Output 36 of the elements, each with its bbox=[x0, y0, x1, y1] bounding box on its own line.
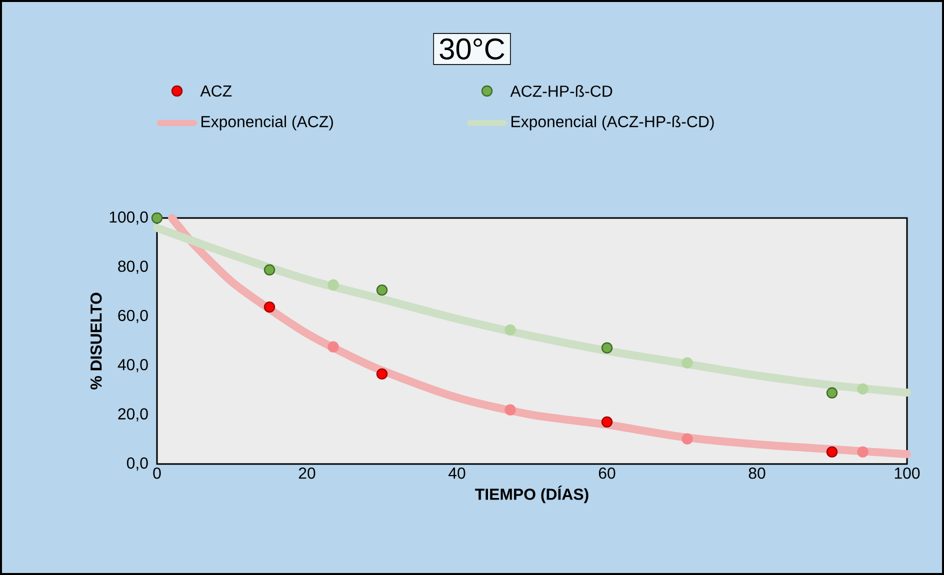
point bbox=[682, 433, 693, 445]
x-tick-label: 40 bbox=[448, 468, 466, 479]
legend-label: ACZ-HP-ß-CD bbox=[510, 85, 612, 97]
legend-label: ACZ bbox=[200, 85, 232, 97]
point bbox=[264, 301, 276, 313]
x-tick-label: 20 bbox=[298, 468, 316, 479]
chart-title: 30°C bbox=[440, 38, 504, 60]
point bbox=[601, 416, 613, 428]
y-axis-title: % DISUELTO bbox=[90, 292, 102, 390]
x-tick-label: 100 bbox=[894, 468, 920, 479]
y-tick-label: 40,0 bbox=[118, 359, 148, 372]
point bbox=[504, 324, 516, 336]
x-tick-label: 80 bbox=[748, 468, 766, 479]
legend-label: Exponencial (ACZ) bbox=[202, 116, 333, 130]
point bbox=[328, 279, 339, 291]
point bbox=[151, 212, 163, 224]
legend-label: Exponencial (ACZ-HP-ß-CD) bbox=[512, 116, 714, 130]
point bbox=[376, 284, 388, 296]
y-tick-label: 80,0 bbox=[118, 260, 148, 274]
point bbox=[826, 446, 838, 458]
point bbox=[504, 404, 516, 416]
point bbox=[826, 387, 838, 398]
x-tick-label: 60 bbox=[598, 468, 616, 479]
point bbox=[682, 357, 693, 368]
point bbox=[328, 341, 339, 352]
x-tick-label: 0 bbox=[153, 468, 161, 479]
point bbox=[601, 342, 613, 354]
x-axis-title: TIEMPO (DÍAS) bbox=[475, 486, 588, 504]
point bbox=[264, 264, 276, 276]
y-tick-label: 100,0 bbox=[110, 211, 148, 225]
y-tick-label: 60,0 bbox=[118, 310, 148, 323]
y-tick-label: 20,0 bbox=[118, 408, 148, 422]
y-tick-label: 0,0 bbox=[126, 457, 148, 471]
point bbox=[857, 383, 868, 395]
point bbox=[857, 446, 868, 458]
point bbox=[376, 368, 388, 380]
